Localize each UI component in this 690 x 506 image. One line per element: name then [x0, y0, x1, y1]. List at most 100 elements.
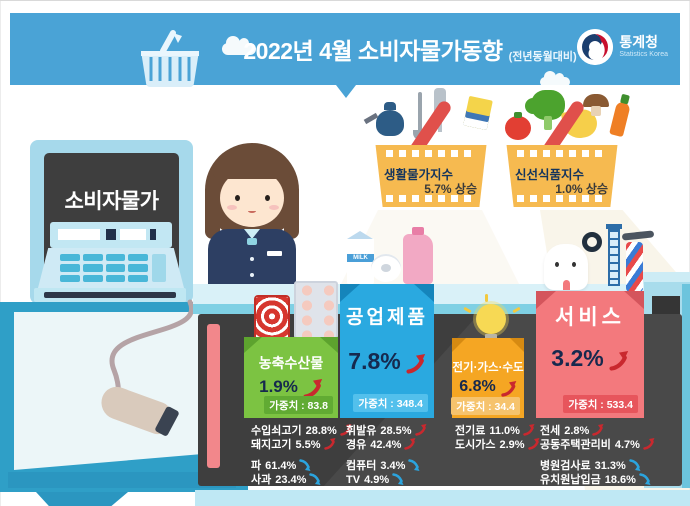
item-label: 컴퓨터 [346, 460, 377, 472]
tomato-icon [505, 112, 531, 140]
services-items: 전세 2.8% 공동주택관리비 4.7% 병원검사료 31.3% 유치원납입금 18.6… [540, 424, 655, 487]
comb-icon [621, 230, 655, 241]
item-label: 돼지고기 [251, 439, 292, 451]
broccoli-icon [525, 90, 565, 130]
item-label: 수입쇠고기 [251, 425, 302, 437]
korea-government-emblem-icon [577, 29, 614, 65]
item-label: 경유 [346, 439, 367, 451]
receipt-strip [207, 324, 220, 468]
page-title: 2022년 4월 소비자물가동향 [243, 38, 503, 64]
utilities-icons [463, 294, 521, 343]
ladle-icon [413, 92, 427, 140]
down-arrow-icon [299, 459, 311, 471]
name-tag [267, 251, 282, 256]
up-arrow-icon [643, 438, 655, 450]
card-terminal-top [638, 272, 690, 284]
milk-label: MILK [347, 254, 374, 262]
carrot-icon [609, 100, 631, 138]
header-pointer-arrow [336, 85, 356, 98]
counter-bottom-band [8, 472, 236, 488]
barber-pole-icon [626, 242, 643, 292]
bangs [213, 149, 291, 179]
weight-badge: 가중치 : 83.8 [264, 396, 333, 414]
cloud-icon [222, 36, 256, 55]
living-price-index-basket: 생활물가지수 5.7% 상승 [375, 145, 487, 207]
down-arrow-icon [629, 459, 641, 471]
canned-ham-icon [254, 295, 290, 341]
item-value: 11.0% [489, 425, 520, 437]
up-arrow-icon [404, 438, 416, 450]
down-arrow-icon [309, 473, 321, 485]
down-arrow-icon [408, 459, 420, 471]
category-value: 6.8% [459, 378, 496, 395]
item-value: 5.5% [295, 439, 321, 451]
cup-icon [463, 95, 493, 131]
industrial-goods-icons: MILK [345, 227, 435, 286]
fresh-food-icons [505, 90, 631, 148]
item-value: 31.3% [594, 460, 626, 472]
item-value: 23.4% [275, 474, 307, 486]
category-name: 공업제품 [346, 307, 428, 328]
page-subtitle: (전년동월대비) [508, 51, 577, 63]
item-label: 유치원납입금 [540, 474, 601, 486]
cash-register-keypad [38, 248, 184, 288]
item-label: 전기료 [455, 425, 486, 437]
cash-register-display [50, 222, 172, 248]
item-value: 2.9% [499, 439, 525, 451]
item-label: 병원검사료 [540, 460, 591, 472]
cpi-title: 소비자물가 [64, 190, 159, 213]
services-icons [542, 224, 655, 292]
item-label: 공동주택관리비 [540, 439, 611, 451]
category-value: 3.2% [551, 345, 604, 371]
category-name: 서비스 [555, 306, 625, 329]
toilet-paper-icon [371, 254, 401, 282]
floor-strip [195, 490, 690, 506]
shopping-basket-icon [141, 30, 199, 87]
tooth-icon [544, 244, 588, 290]
category-name: 농축수산물 [258, 355, 324, 371]
industrial-items: 휘발유 28.5% 경유 42.4% 컴퓨터 3.4% TV 4.9% [346, 424, 427, 487]
up-arrow-icon [523, 424, 535, 436]
item-label: 휘발유 [346, 425, 377, 437]
item-value: 4.7% [614, 439, 640, 451]
counter-edge-strip [193, 304, 690, 314]
agency-name-en: Statistics Korea [619, 50, 668, 58]
receipt-slot [44, 292, 176, 298]
item-value: 3.4% [380, 460, 406, 472]
item-value: 42.4% [370, 439, 402, 451]
utilities-items: 전기료 11.0% 도시가스 2.9% [455, 424, 540, 452]
category-name: 전기·가스·수도 [452, 362, 524, 374]
item-value: 61.4% [265, 460, 297, 472]
syringe-icon [606, 224, 622, 286]
up-arrow-icon [501, 381, 517, 397]
weight-badge: 가중치 : 34.4 [451, 397, 520, 415]
agriculture-goods-icons [250, 281, 342, 341]
up-arrow-icon [609, 351, 629, 371]
item-label: 파 [251, 460, 262, 472]
egg-tray-icon [294, 281, 338, 339]
up-arrow-icon [592, 424, 604, 436]
item-label: 사과 [251, 474, 272, 486]
weight-badge: 가중치 : 533.4 [563, 395, 638, 413]
category-bag-agriculture: 농축수산물 1.9% 가중치 : 83.8 [244, 337, 338, 418]
header-banner: 2022년 4월 소비자물가동향 (전년동월대비) 통계청 Statistics… [10, 13, 680, 87]
counter-foot [36, 492, 128, 506]
index-label: 신선식품지수 [515, 168, 585, 182]
agriculture-items: 수입쇠고기 28.8% 돼지고기 5.5% 파 61.4% 사과 23.4% [251, 424, 352, 487]
item-value: 18.6% [604, 474, 636, 486]
cloud-icon [540, 71, 570, 87]
item-label: 도시가스 [455, 439, 496, 451]
card-terminal-edge [682, 284, 690, 488]
up-arrow-icon [528, 438, 540, 450]
light-bulb-icon [476, 304, 506, 343]
item-value: 28.8% [305, 425, 337, 437]
index-value: 1.0% 상승 [555, 182, 608, 196]
item-label: TV [346, 474, 361, 486]
item-value: 2.8% [564, 425, 590, 437]
mushroom-icon [583, 94, 609, 116]
item-label: 전세 [540, 425, 561, 437]
up-arrow-icon [324, 438, 336, 450]
category-value: 1.9% [259, 377, 298, 396]
down-arrow-icon [392, 473, 404, 485]
